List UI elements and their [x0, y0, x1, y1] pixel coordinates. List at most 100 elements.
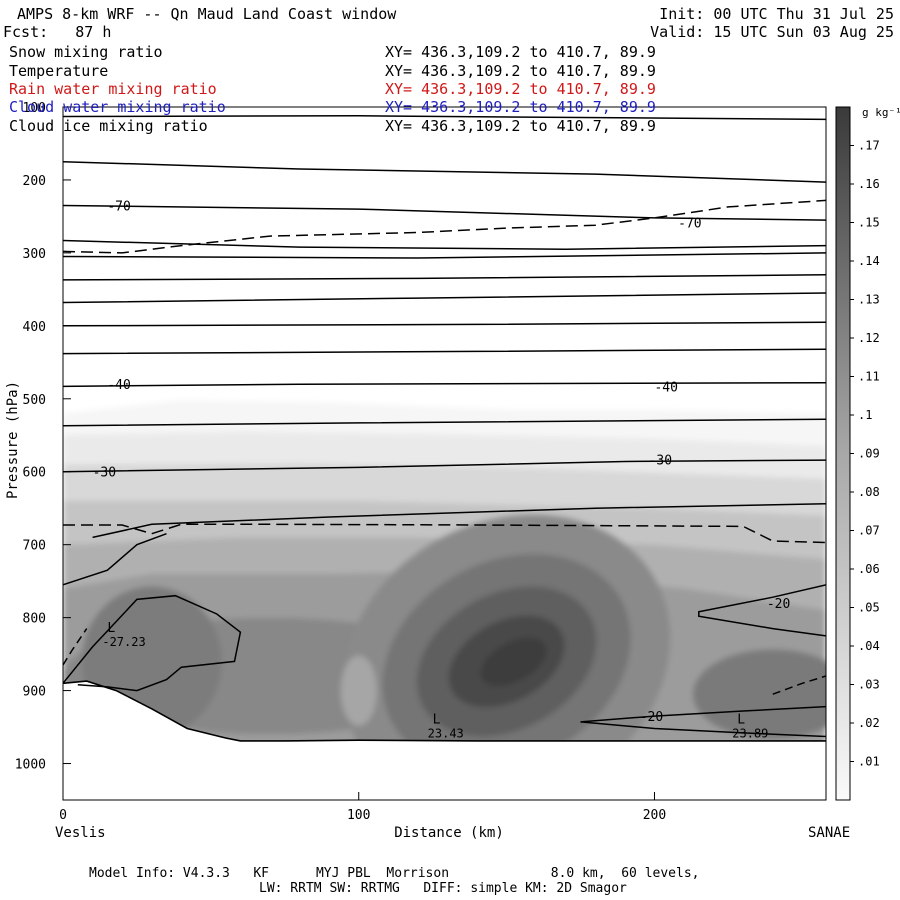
- cold-pocket-dashed: [63, 628, 88, 666]
- field-label-cloud-ice: Cloud ice mixing ratio: [9, 117, 208, 135]
- model-info-line1: Model Info: V4.3.3 KF MYJ PBL Morrison 8…: [89, 866, 700, 881]
- isotherm-minus20-low: [580, 705, 826, 723]
- isotherm-10: [63, 381, 826, 388]
- contour-labels: -70-70-40 -40-30-30-20-20L-27.23L23.43L23…: [93, 199, 791, 740]
- contour-label: -40: [107, 378, 130, 393]
- snow-mixing-ratio-shading: [63, 400, 826, 800]
- isotherm-9: [63, 348, 826, 355]
- colorbar-tick-label: .15: [858, 216, 880, 230]
- dashed-contour-right: [772, 675, 826, 695]
- x-tick-label: 0: [59, 808, 67, 823]
- y-tick-label: 200: [23, 174, 46, 189]
- field-coords-cloud-water: XY= 436.3,109.2 to 410.7, 89.9: [385, 98, 656, 116]
- colorbar-tick-label: .08: [858, 485, 880, 499]
- x-end-label-left: Veslis: [55, 825, 106, 841]
- isotherm-4: [63, 239, 826, 250]
- field-coords-temperature: XY= 436.3,109.2 to 410.7, 89.9: [385, 62, 656, 80]
- y-axis-label: Pressure (hPa): [5, 381, 21, 499]
- isotherm-minus20: [698, 584, 826, 637]
- contour-label: -20: [640, 710, 663, 725]
- dashed-contour-upper: [63, 199, 826, 254]
- init-time: Init: 00 UTC Thu 31 Jul 25: [659, 5, 894, 23]
- y-tick-label: 400: [23, 320, 46, 335]
- y-tick-label: 900: [23, 685, 46, 700]
- y-tick-label: 100: [23, 101, 46, 116]
- shade-light-gap: [340, 655, 377, 726]
- y-tick-label: 500: [23, 393, 46, 408]
- forecast-hour: Fcst: 87 h: [3, 23, 112, 41]
- field-label-cloud-water: Cloud water mixing ratio: [9, 98, 226, 116]
- isotherm-12: [63, 459, 826, 473]
- colorbar-tick-label: .14: [858, 254, 880, 268]
- colorbar-unit: g kg⁻¹: [862, 106, 900, 119]
- terrain-fill: [63, 681, 826, 800]
- isotherm-3: [63, 204, 826, 221]
- colorbar-tick-label: .03: [858, 678, 880, 692]
- cold-pocket-contour: [63, 594, 242, 692]
- field-label-snow: Snow mixing ratio: [9, 43, 163, 61]
- x-end-label-right: SANAE: [808, 825, 850, 841]
- contour-label: -30: [649, 453, 672, 468]
- colorbar-tick-label: .01: [858, 755, 880, 769]
- isotherm-1: [63, 115, 826, 121]
- colorbar-tick-label: .02: [858, 716, 880, 730]
- model-info-line2: LW: RRTM SW: RRTMG DIFF: simple KM: 2D S…: [259, 881, 627, 896]
- colorbar-tick-label: .13: [858, 293, 880, 307]
- isotherm-8: [63, 321, 826, 327]
- colorbar-tick-label: .1: [858, 408, 872, 422]
- isotherm-6: [63, 274, 826, 281]
- extremum-value: 23.89: [732, 726, 768, 740]
- colorbar-tick-label: .07: [858, 524, 880, 538]
- y-tick-label: 600: [23, 466, 46, 481]
- contour-label: -20: [767, 597, 790, 612]
- isotherm-minus20-low-b: [580, 721, 826, 738]
- field-label-temperature: Temperature: [9, 62, 109, 80]
- y-axis: 100 200 300 400 500 600 700 800 900 1000: [15, 101, 71, 773]
- y-tick-label: 800: [23, 612, 46, 627]
- chart-title: AMPS 8-km WRF -- Qn Maud Land Coast wind…: [17, 5, 397, 23]
- contour-label: -30: [93, 466, 116, 481]
- isotherm-2: [63, 160, 826, 183]
- isotherm-left-edge: [63, 532, 167, 586]
- extremum-value: -27.23: [102, 635, 145, 649]
- x-axis: 0 100 200: [59, 792, 666, 823]
- extremum-value: 23.43: [428, 726, 464, 740]
- colorbar-tick-label: .06: [858, 562, 880, 576]
- colorbar-tick-label: .12: [858, 331, 880, 345]
- y-tick-label: 1000: [15, 758, 46, 773]
- contour-label: -70: [678, 216, 701, 231]
- colorbar-tick-label: .11: [858, 370, 880, 384]
- isotherm-5: [63, 252, 826, 259]
- y-tick-label: 700: [23, 539, 46, 554]
- extremum-marker: L: [433, 712, 441, 727]
- colorbar-tick-label: .09: [858, 447, 880, 461]
- extremum-marker: L: [737, 712, 745, 727]
- colorbar-tick-label: .05: [858, 601, 880, 615]
- field-coords-cloud-ice: XY= 436.3,109.2 to 410.7, 89.9: [385, 117, 656, 135]
- field-coords-snow: XY= 436.3,109.2 to 410.7, 89.9: [385, 43, 656, 61]
- isotherm-13: [92, 503, 826, 539]
- field-label-rain: Rain water mixing ratio: [9, 80, 217, 98]
- valid-time: Valid: 15 UTC Sun 03 Aug 25: [650, 23, 894, 41]
- isotherm-11: [63, 418, 826, 427]
- shade-core-5: [480, 637, 547, 687]
- colorbar-tick-label: .17: [858, 139, 880, 153]
- x-tick-label: 200: [643, 808, 666, 823]
- colorbar-tick-label: .04: [858, 639, 880, 653]
- y-tick-label: 300: [23, 247, 46, 262]
- x-tick-label: 100: [347, 808, 370, 823]
- extremum-marker: L: [107, 621, 115, 636]
- contour-label: -70: [107, 199, 130, 214]
- contour-label: -40: [654, 380, 677, 395]
- x-axis-label: Distance (km): [394, 825, 504, 841]
- field-coords-rain: XY= 436.3,109.2 to 410.7, 89.9: [385, 80, 656, 98]
- colorbar-gradient: [835, 106, 851, 801]
- plot-frame: [62, 106, 827, 801]
- temperature-contours: [63, 115, 826, 738]
- colorbar-tick-label: .16: [858, 177, 880, 191]
- isotherm-7: [63, 292, 826, 304]
- colorbar: .01 .02 .03 .04 .05 .06 .07 .08 .09 .1 .11 .12 .13 .1…: [835, 106, 880, 801]
- shade-right-pool: [692, 649, 826, 740]
- dashed-contour-middle: [63, 523, 826, 544]
